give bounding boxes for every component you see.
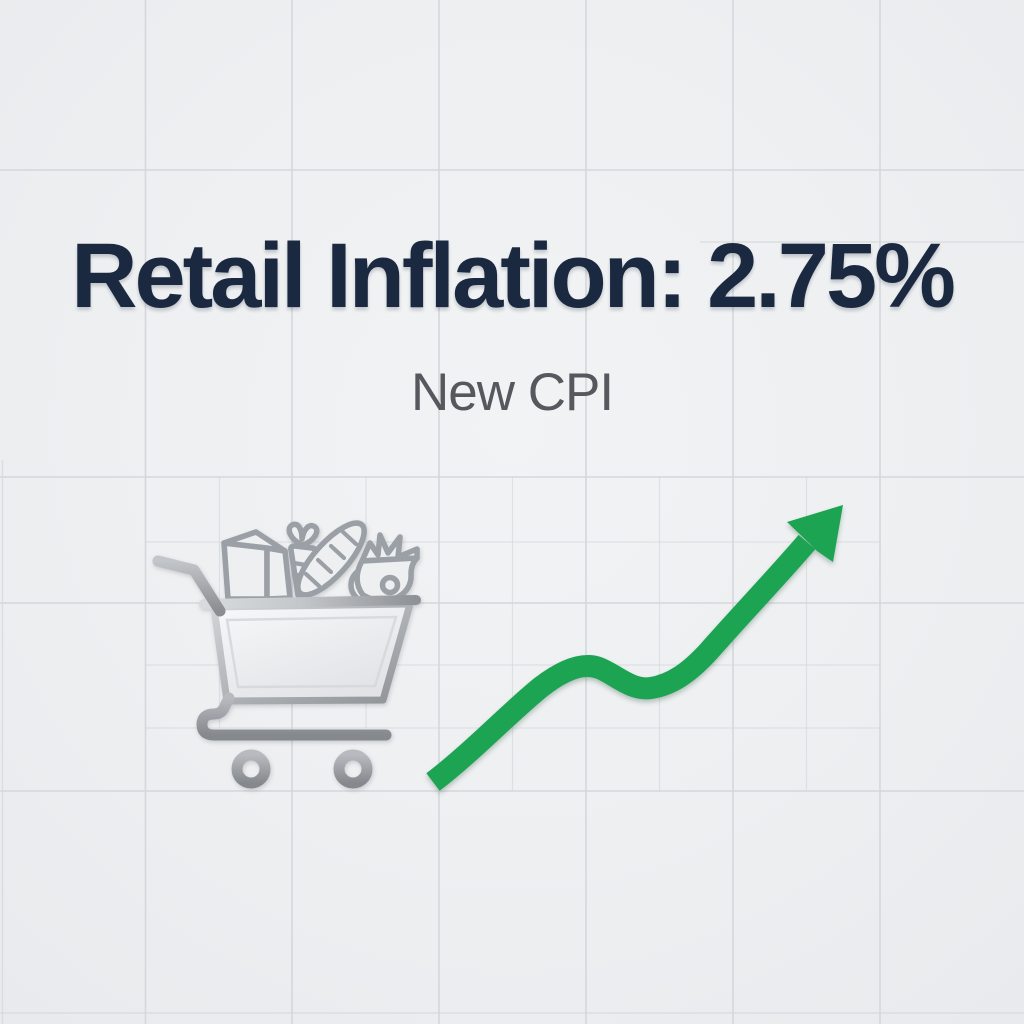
cart-wheel-left xyxy=(231,749,271,789)
cart-frame xyxy=(196,692,392,741)
groceries-icon xyxy=(221,520,420,605)
cart-rim xyxy=(199,595,421,609)
cart-handle xyxy=(152,555,226,617)
uptrend-arrow-icon xyxy=(426,505,843,791)
cart-wheel-right xyxy=(333,749,373,789)
shopping-cart-icon xyxy=(152,520,421,789)
basket-inner-line xyxy=(225,615,398,689)
headline-subtitle: New CPI xyxy=(410,363,614,422)
headline-title: Retail Inflation: 2.75% xyxy=(71,225,956,327)
arrow-head xyxy=(787,505,843,562)
arrow-shaft xyxy=(426,534,816,791)
